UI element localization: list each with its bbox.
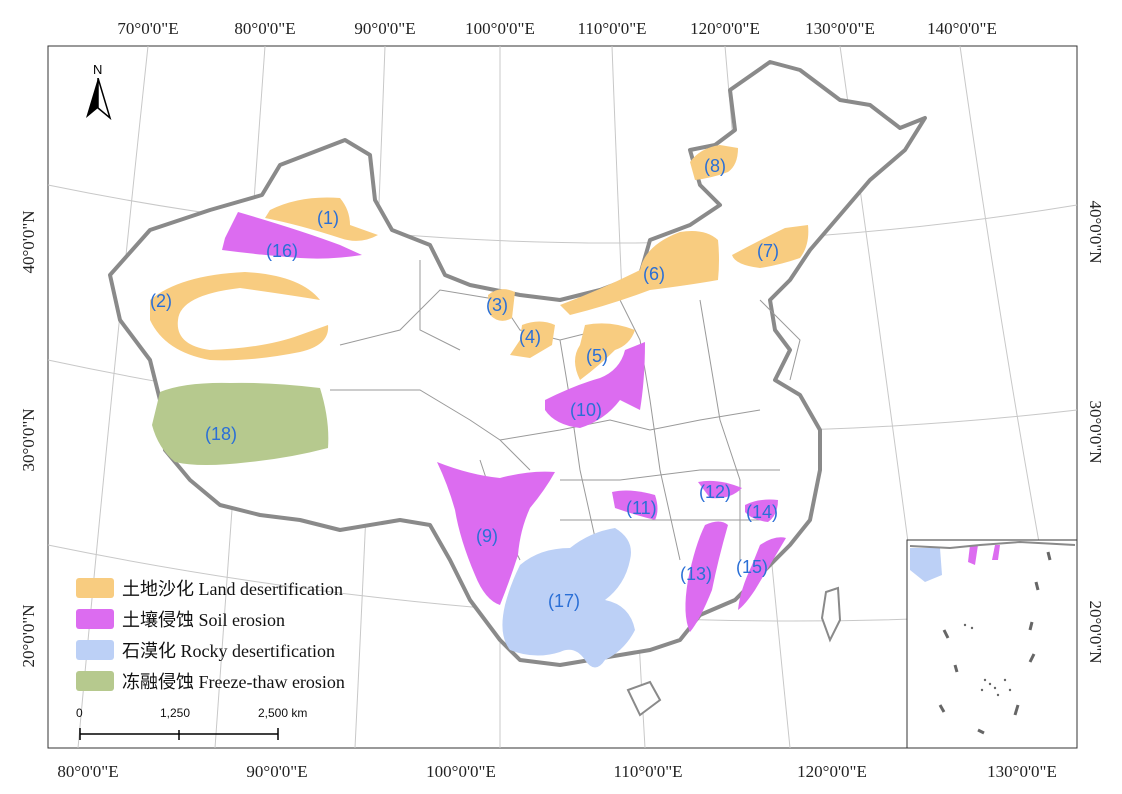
bottom-lon-label: 100°0'0"E bbox=[426, 762, 496, 781]
legend-label: 土壤侵蚀 Soil erosion bbox=[122, 609, 286, 630]
region-label-1: (1) bbox=[317, 208, 339, 228]
bottom-longitude-labels: 80°0'0"E 90°0'0"E 100°0'0"E 110°0'0"E 12… bbox=[57, 762, 1056, 781]
bottom-lon-label: 130°0'0"E bbox=[987, 762, 1057, 781]
rocky-desertification-regions bbox=[502, 528, 635, 668]
region-label-16: (16) bbox=[266, 241, 298, 261]
top-lon-label: 130°0'0"E bbox=[805, 19, 875, 38]
legend-label: 石漠化 Rocky desertification bbox=[122, 640, 335, 661]
inset-map bbox=[906, 539, 1078, 749]
land-desertification-regions bbox=[150, 145, 809, 380]
bottom-lon-label: 90°0'0"E bbox=[246, 762, 307, 781]
legend: 土地沙化 Land desertification 土壤侵蚀 Soil eros… bbox=[76, 572, 406, 696]
legend-item-soil-erosion: 土壤侵蚀 Soil erosion bbox=[76, 603, 406, 634]
left-lat-label: 20°0'0"N bbox=[19, 604, 38, 667]
legend-swatch bbox=[76, 577, 114, 598]
bottom-lon-label: 110°0'0"E bbox=[613, 762, 682, 781]
bottom-lon-label: 80°0'0"E bbox=[57, 762, 118, 781]
north-arrow-icon bbox=[86, 78, 112, 121]
scale-label-end: 2,500 km bbox=[258, 706, 308, 720]
region-label-10: (10) bbox=[570, 400, 602, 420]
region-label-5: (5) bbox=[586, 346, 608, 366]
top-lon-label: 110°0'0"E bbox=[577, 19, 646, 38]
top-lon-label: 100°0'0"E bbox=[465, 19, 535, 38]
scale-bar: 0 1,250 2,500 km bbox=[70, 706, 350, 746]
left-lat-label: 30°0'0"N bbox=[19, 408, 38, 471]
top-lon-label: 140°0'0"E bbox=[927, 19, 997, 38]
legend-item-freeze-thaw-erosion: 冻融侵蚀 Freeze-thaw erosion bbox=[76, 665, 406, 696]
bottom-lon-label: 120°0'0"E bbox=[797, 762, 867, 781]
top-longitude-labels: 70°0'0"E 80°0'0"E 90°0'0"E 100°0'0"E 110… bbox=[117, 19, 996, 38]
right-lat-label: 20°0'0"N bbox=[1086, 600, 1105, 663]
legend-swatch bbox=[76, 639, 114, 660]
legend-item-rocky-desertification: 石漠化 Rocky desertification bbox=[76, 634, 406, 665]
legend-swatch bbox=[76, 670, 114, 691]
taiwan-island bbox=[820, 586, 842, 643]
left-lat-label: 40°0'0"N bbox=[19, 210, 38, 273]
legend-swatch bbox=[76, 608, 114, 629]
hainan-island bbox=[626, 680, 662, 717]
region-label-13: (13) bbox=[680, 564, 712, 584]
right-lat-label: 30°0'0"N bbox=[1086, 400, 1105, 463]
right-latitude-labels: 40°0'0"N 30°0'0"N 20°0'0"N bbox=[1086, 200, 1105, 663]
region-label-18: (18) bbox=[205, 424, 237, 444]
scale-label-0: 0 bbox=[76, 706, 83, 720]
region-label-6: (6) bbox=[643, 264, 665, 284]
soil-erosion-regions bbox=[222, 212, 786, 632]
top-lon-label: 120°0'0"E bbox=[690, 19, 760, 38]
right-lat-label: 40°0'0"N bbox=[1086, 200, 1105, 263]
legend-label: 土地沙化 Land desertification bbox=[122, 578, 343, 599]
region-label-3: (3) bbox=[486, 295, 508, 315]
region-label-11: (11) bbox=[626, 498, 657, 518]
region-label-2: (2) bbox=[150, 291, 172, 311]
north-arrow: N bbox=[84, 62, 114, 122]
region-labels: (1) (2) (3) (4) (5) (6) (7) (8) (9) (10)… bbox=[150, 156, 779, 611]
region-label-12: (12) bbox=[699, 482, 731, 502]
scale-label-mid: 1,250 bbox=[160, 706, 191, 720]
region-label-7: (7) bbox=[757, 241, 779, 261]
region-label-9: (9) bbox=[476, 526, 498, 546]
region-label-14: (14) bbox=[746, 502, 778, 522]
top-lon-label: 90°0'0"E bbox=[354, 19, 415, 38]
region-label-4: (4) bbox=[519, 327, 541, 347]
top-lon-label: 80°0'0"E bbox=[234, 19, 295, 38]
scale-bar-line bbox=[79, 728, 279, 740]
region-label-17: (17) bbox=[548, 591, 580, 611]
region-label-8: (8) bbox=[704, 156, 726, 176]
region-label-15: (15) bbox=[736, 557, 768, 577]
legend-item-land-desertification: 土地沙化 Land desertification bbox=[76, 572, 406, 603]
north-arrow-letter: N bbox=[93, 62, 103, 77]
top-lon-label: 70°0'0"E bbox=[117, 19, 178, 38]
left-latitude-labels: 40°0'0"N 30°0'0"N 20°0'0"N bbox=[19, 210, 38, 667]
legend-label: 冻融侵蚀 Freeze-thaw erosion bbox=[122, 671, 345, 692]
freeze-thaw-regions bbox=[152, 382, 329, 465]
